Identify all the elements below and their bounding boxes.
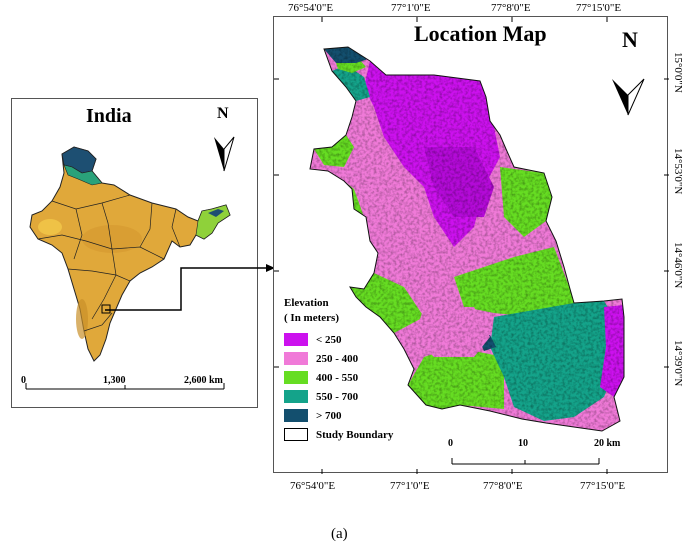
- legend-item: < 250: [284, 330, 393, 349]
- right-tick-label: 14°53'0"N: [672, 148, 684, 195]
- india-inset-title: India: [86, 105, 132, 127]
- legend-item: 550 - 700: [284, 387, 393, 406]
- top-tick-label: 77°1'0"E: [391, 2, 431, 14]
- india-scale-label-0: 0: [21, 375, 26, 386]
- legend-item: 250 - 400: [284, 349, 393, 368]
- india-landmass: [29, 146, 231, 362]
- right-tick-label: 14°39'0"N: [672, 340, 684, 387]
- bottom-tick-label: 77°8'0"E: [483, 480, 523, 492]
- top-tick-label: 77°15'0"E: [576, 2, 622, 14]
- elevation-map: [274, 17, 669, 474]
- india-scale-label-2: 2,600 km: [184, 375, 223, 386]
- map-scale-label-0: 0: [448, 438, 453, 449]
- bottom-tick-label: 77°15'0"E: [580, 480, 626, 492]
- bottom-tick-label: 76°54'0"E: [290, 480, 336, 492]
- north-arrow-icon: [214, 136, 235, 172]
- legend-swatch: [284, 428, 308, 441]
- bottom-tick-label: 77°1'0"E: [390, 480, 430, 492]
- legend-label: 250 - 400: [316, 352, 359, 365]
- map-scale-label-2: 20 km: [594, 438, 621, 449]
- right-tick-label: 15°0'0"N: [672, 52, 684, 93]
- location-map-title: Location Map: [414, 21, 547, 46]
- legend-swatch: [284, 390, 308, 403]
- map-scale-bar: [451, 458, 600, 465]
- elevation-legend: Elevation ( In meters) < 250 250 - 400 4…: [284, 296, 393, 444]
- map-scale-label-1: 10: [518, 438, 528, 449]
- right-tick-label: 14°46'0"N: [672, 242, 684, 289]
- legend-swatch: [284, 352, 308, 365]
- india-north-label: N: [217, 105, 229, 122]
- legend-label: > 700: [316, 409, 342, 422]
- india-scale-bar: [25, 383, 225, 390]
- legend-swatch: [284, 409, 308, 422]
- india-scale-label-1: 1,300: [103, 375, 126, 386]
- india-map: [25, 136, 235, 390]
- legend-item: 400 - 550: [284, 368, 393, 387]
- study-boundary-outline: [309, 46, 625, 432]
- top-tick-label: 77°8'0"E: [491, 2, 531, 14]
- legend-label: < 250: [316, 333, 342, 346]
- location-map-panel: Location Map: [273, 16, 669, 474]
- top-tick-label: 76°54'0"E: [288, 2, 334, 14]
- legend-label: 400 - 550: [316, 371, 359, 384]
- map-north-label: N: [622, 27, 638, 52]
- legend-title: Elevation: [284, 297, 329, 309]
- india-inset-panel: India: [11, 98, 258, 408]
- legend-swatch: [284, 371, 308, 384]
- legend-label: 550 - 700: [316, 390, 359, 403]
- legend-label: Study Boundary: [316, 428, 394, 441]
- legend-item: Study Boundary: [284, 425, 393, 444]
- figure-caption: (a): [331, 526, 348, 542]
- legend-swatch: [284, 333, 308, 346]
- legend-item: > 700: [284, 406, 393, 425]
- legend-subtitle: ( In meters): [284, 312, 339, 324]
- north-arrow-icon: [612, 78, 645, 116]
